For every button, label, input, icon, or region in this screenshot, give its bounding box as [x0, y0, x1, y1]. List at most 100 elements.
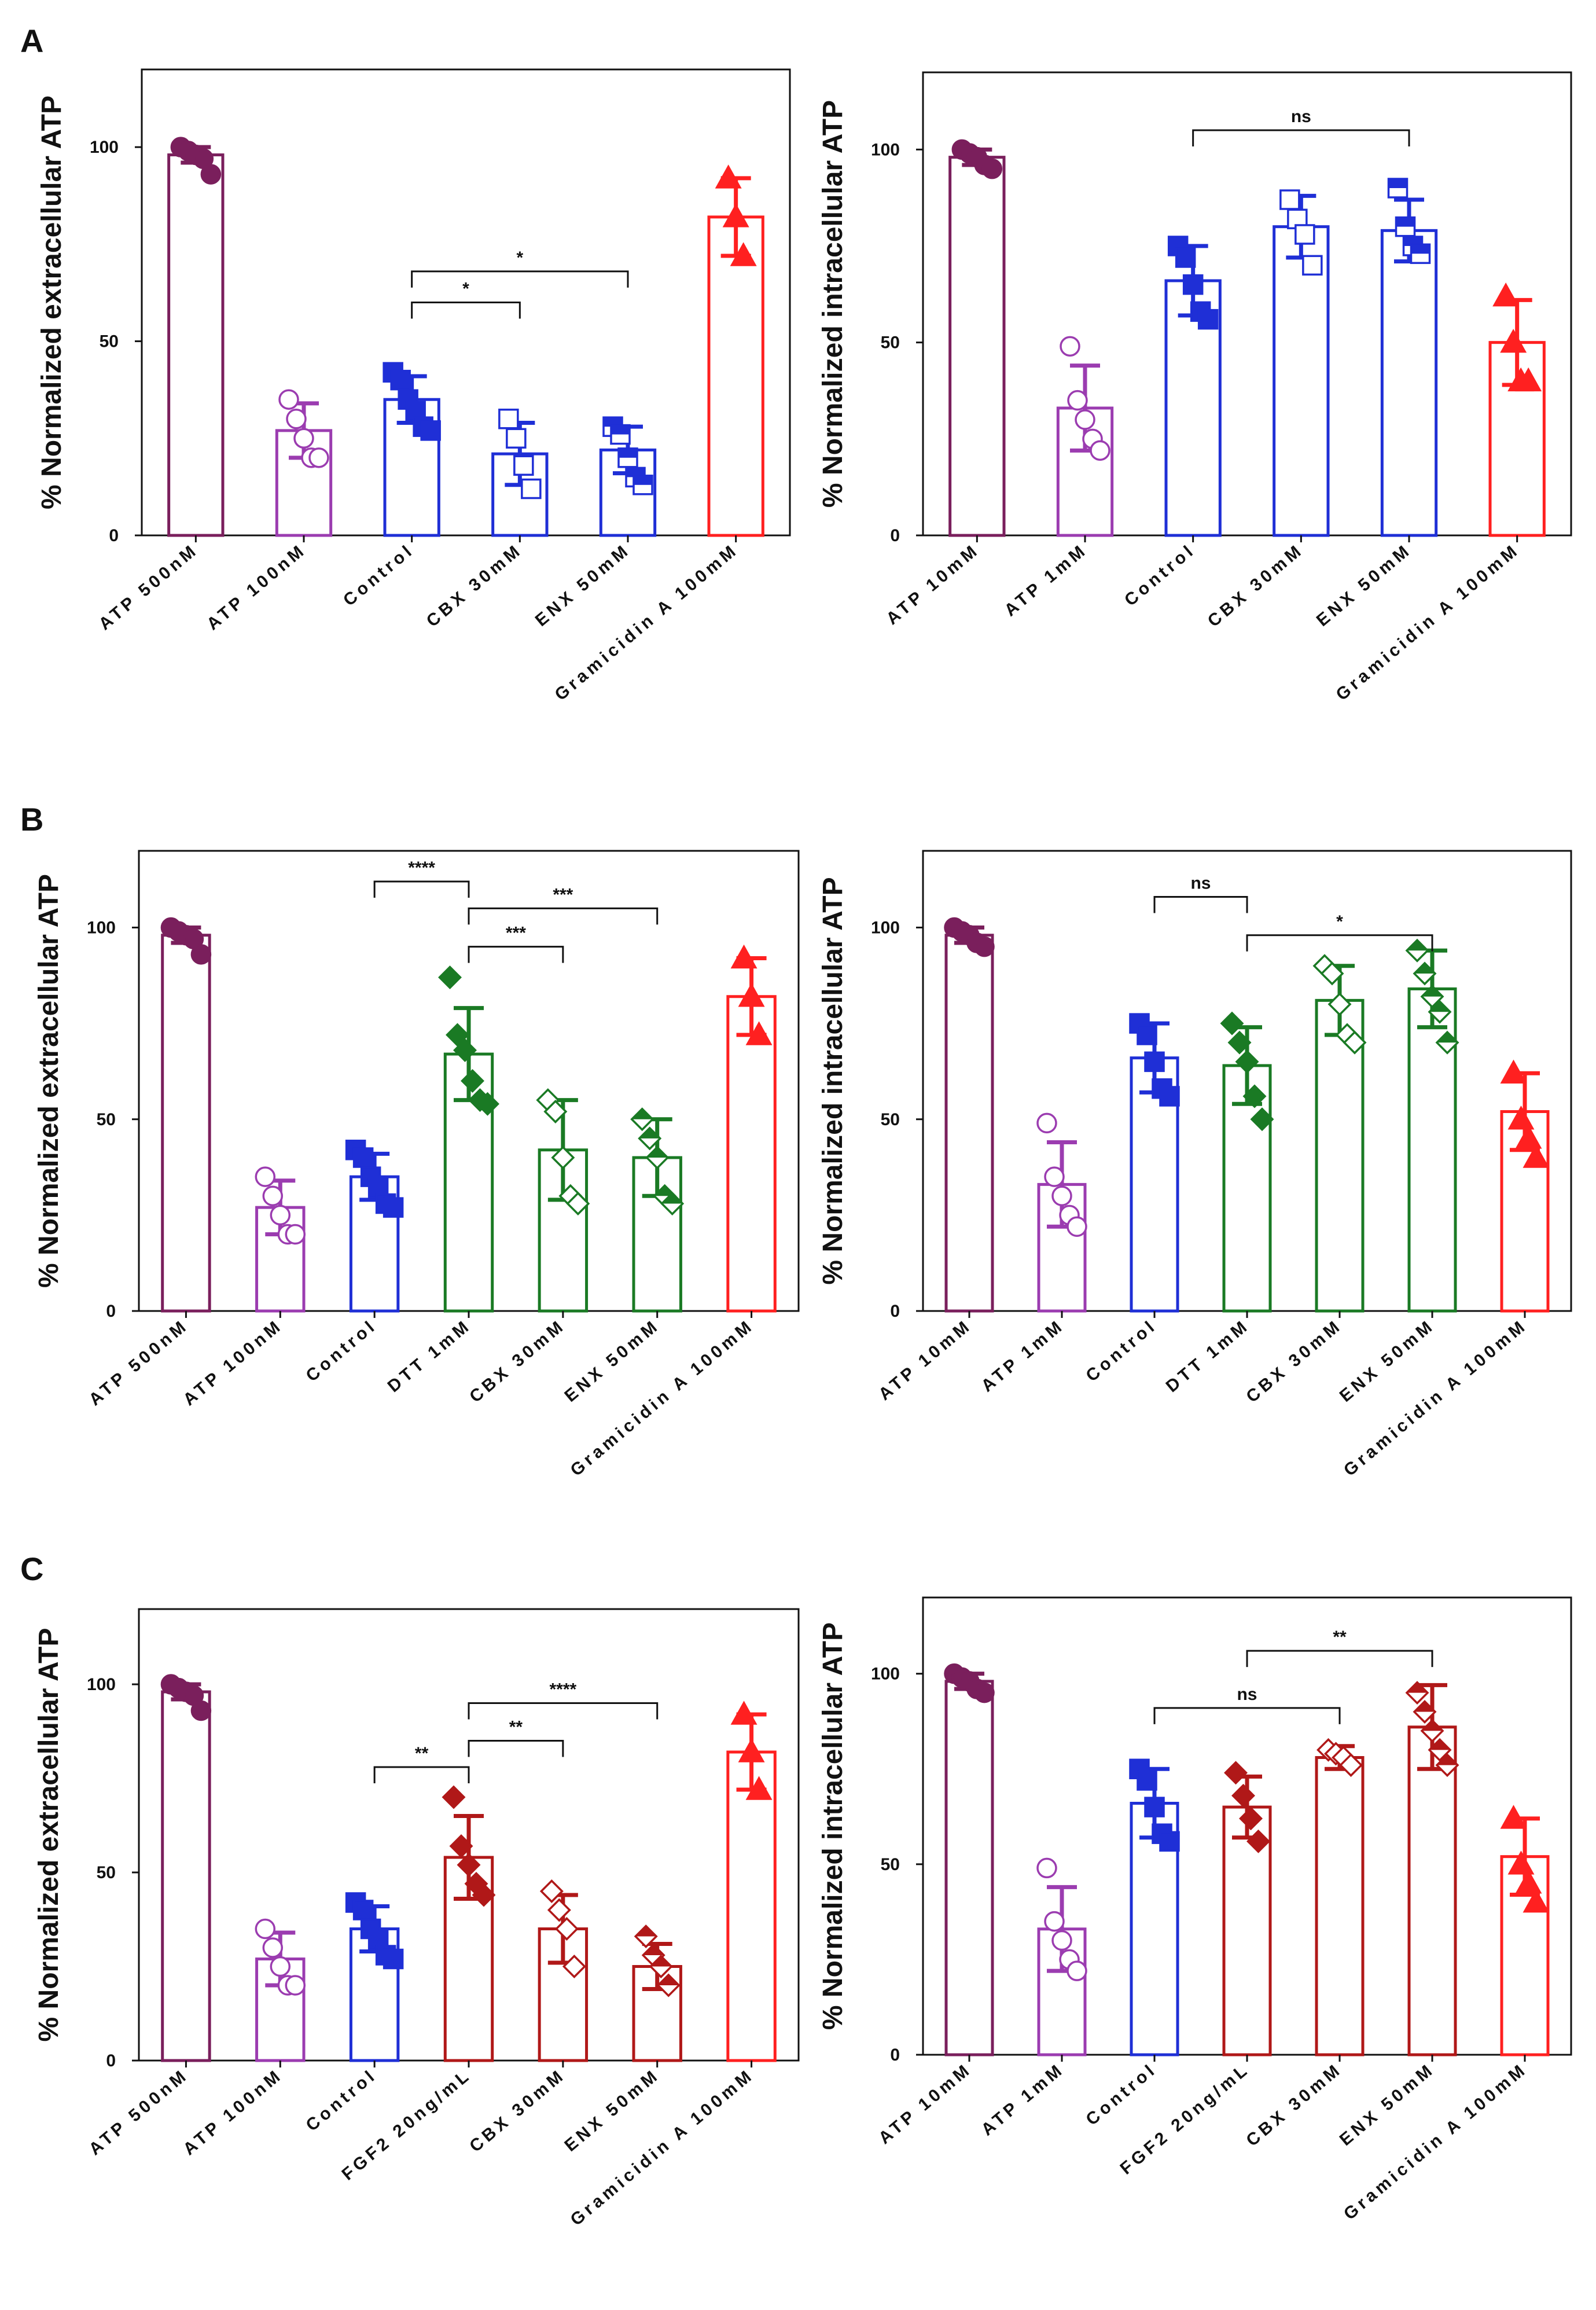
y-axis-label: % Normalized intracellular ATP — [818, 877, 848, 1284]
data-point-fill — [661, 1193, 683, 1204]
data-point — [472, 1883, 496, 1907]
data-point — [446, 1023, 469, 1047]
significance-label: ns — [1190, 874, 1211, 893]
category-label: ATP 10mM — [882, 540, 983, 629]
data-point — [539, 1879, 564, 1903]
y-axis-label: % Normalized intracellular ATP — [818, 1622, 848, 2030]
significance-bracket: ** — [373, 1744, 470, 1783]
bracket-line — [373, 880, 470, 898]
bracket-line — [1192, 129, 1410, 146]
data-point — [262, 1185, 284, 1206]
data-point — [1231, 1783, 1255, 1808]
data-point — [453, 1038, 477, 1062]
data-point-fill — [654, 1185, 675, 1196]
data-point-fill — [1407, 1682, 1428, 1693]
bracket-line — [468, 946, 564, 963]
category-label: Gramicidin A 100mM — [551, 540, 742, 704]
bracket-line — [1153, 896, 1248, 913]
category-label: CBX 30mM — [466, 1316, 569, 1406]
y-tick-label: 100 — [90, 138, 119, 157]
category-label: CBX 30mM — [1242, 2059, 1345, 2150]
panel-letter: C — [20, 1551, 43, 1587]
data-point-fill — [1437, 1754, 1458, 1765]
bracket-line — [1153, 1707, 1341, 1724]
significance-label: ** — [415, 1744, 429, 1763]
significance-label: **** — [550, 1680, 577, 1699]
panel-letter: A — [20, 23, 43, 59]
category-label: Gramicidin A 100mM — [567, 1316, 757, 1480]
data-point — [1320, 961, 1344, 986]
data-point — [562, 1955, 586, 1978]
significance-bracket: **** — [468, 1680, 659, 1720]
data-point — [730, 242, 757, 266]
data-point — [1515, 367, 1542, 392]
data-point — [498, 409, 519, 429]
bar — [161, 934, 211, 1313]
category-label: Gramicidin A 100mM — [1340, 1316, 1531, 1480]
data-point — [1090, 440, 1110, 461]
data-point — [745, 1021, 773, 1045]
category-label: Control — [1121, 540, 1199, 610]
data-point — [1343, 1030, 1367, 1055]
data-point — [1060, 336, 1080, 357]
significance-label: ns — [1291, 107, 1311, 126]
significance-label: *** — [553, 885, 573, 904]
significance-bracket: ns — [1153, 1685, 1341, 1724]
data-point — [1220, 1011, 1244, 1035]
significance-label: * — [1336, 912, 1343, 931]
category-label: ATP 500nM — [86, 2065, 192, 2159]
data-point — [1507, 1106, 1535, 1130]
data-point — [352, 1147, 374, 1168]
y-tick-label: 50 — [100, 332, 119, 351]
data-point — [1051, 1185, 1072, 1206]
data-point — [1159, 1086, 1180, 1107]
y-tick-label: 100 — [871, 1665, 900, 1684]
bracket-line — [468, 907, 659, 925]
significance-label: * — [516, 248, 523, 267]
category-label: Control — [340, 540, 418, 610]
bracket-line — [411, 270, 629, 288]
y-tick-label: 0 — [106, 1302, 116, 1321]
data-point — [1515, 1870, 1542, 1894]
data-point — [513, 455, 534, 476]
y-tick-label: 50 — [881, 1855, 900, 1874]
data-point-fill — [1411, 244, 1430, 254]
bar — [944, 1680, 994, 2056]
data-point — [1279, 189, 1300, 210]
data-point — [1175, 247, 1196, 268]
category-label: CBX 30mM — [1204, 540, 1307, 631]
category-label: Control — [303, 2065, 381, 2135]
significance-bracket: ns — [1192, 107, 1410, 146]
data-point — [521, 478, 542, 500]
significance-bracket: *** — [468, 924, 564, 963]
category-label: CBX 30mM — [1242, 1316, 1345, 1406]
chart-panel-4: % Normalized intracellular ATP 0 50 100 ATP … — [818, 850, 1572, 1480]
data-point — [1224, 1761, 1248, 1785]
significance-label: ns — [1237, 1685, 1257, 1704]
category-label: ENX 50mM — [532, 540, 634, 630]
data-point — [1144, 1797, 1165, 1817]
category-label: CBX 30mM — [466, 2065, 569, 2156]
data-point-fill — [650, 1956, 672, 1967]
y-tick-label: 100 — [87, 919, 116, 938]
category-label: Control — [1082, 2059, 1160, 2129]
category-label: ATP 500nM — [86, 1316, 192, 1409]
data-point — [1515, 1125, 1542, 1149]
data-point — [190, 944, 212, 965]
bar — [1315, 1756, 1365, 2056]
bar — [726, 1750, 777, 2062]
data-point — [200, 164, 222, 185]
data-point-fill — [1414, 963, 1435, 974]
data-point-fill — [611, 425, 630, 435]
y-axis-label: % Normalized intracellular ATP — [818, 100, 848, 508]
significance-label: *** — [506, 924, 526, 943]
data-point — [547, 1898, 571, 1922]
data-point-fill — [635, 1926, 657, 1937]
bar — [726, 995, 777, 1313]
data-point — [449, 1834, 473, 1858]
bracket-line — [468, 1740, 564, 1757]
data-point — [738, 983, 765, 1007]
significance-label: **** — [408, 858, 435, 877]
data-point — [352, 1900, 374, 1920]
data-point — [554, 1917, 579, 1941]
